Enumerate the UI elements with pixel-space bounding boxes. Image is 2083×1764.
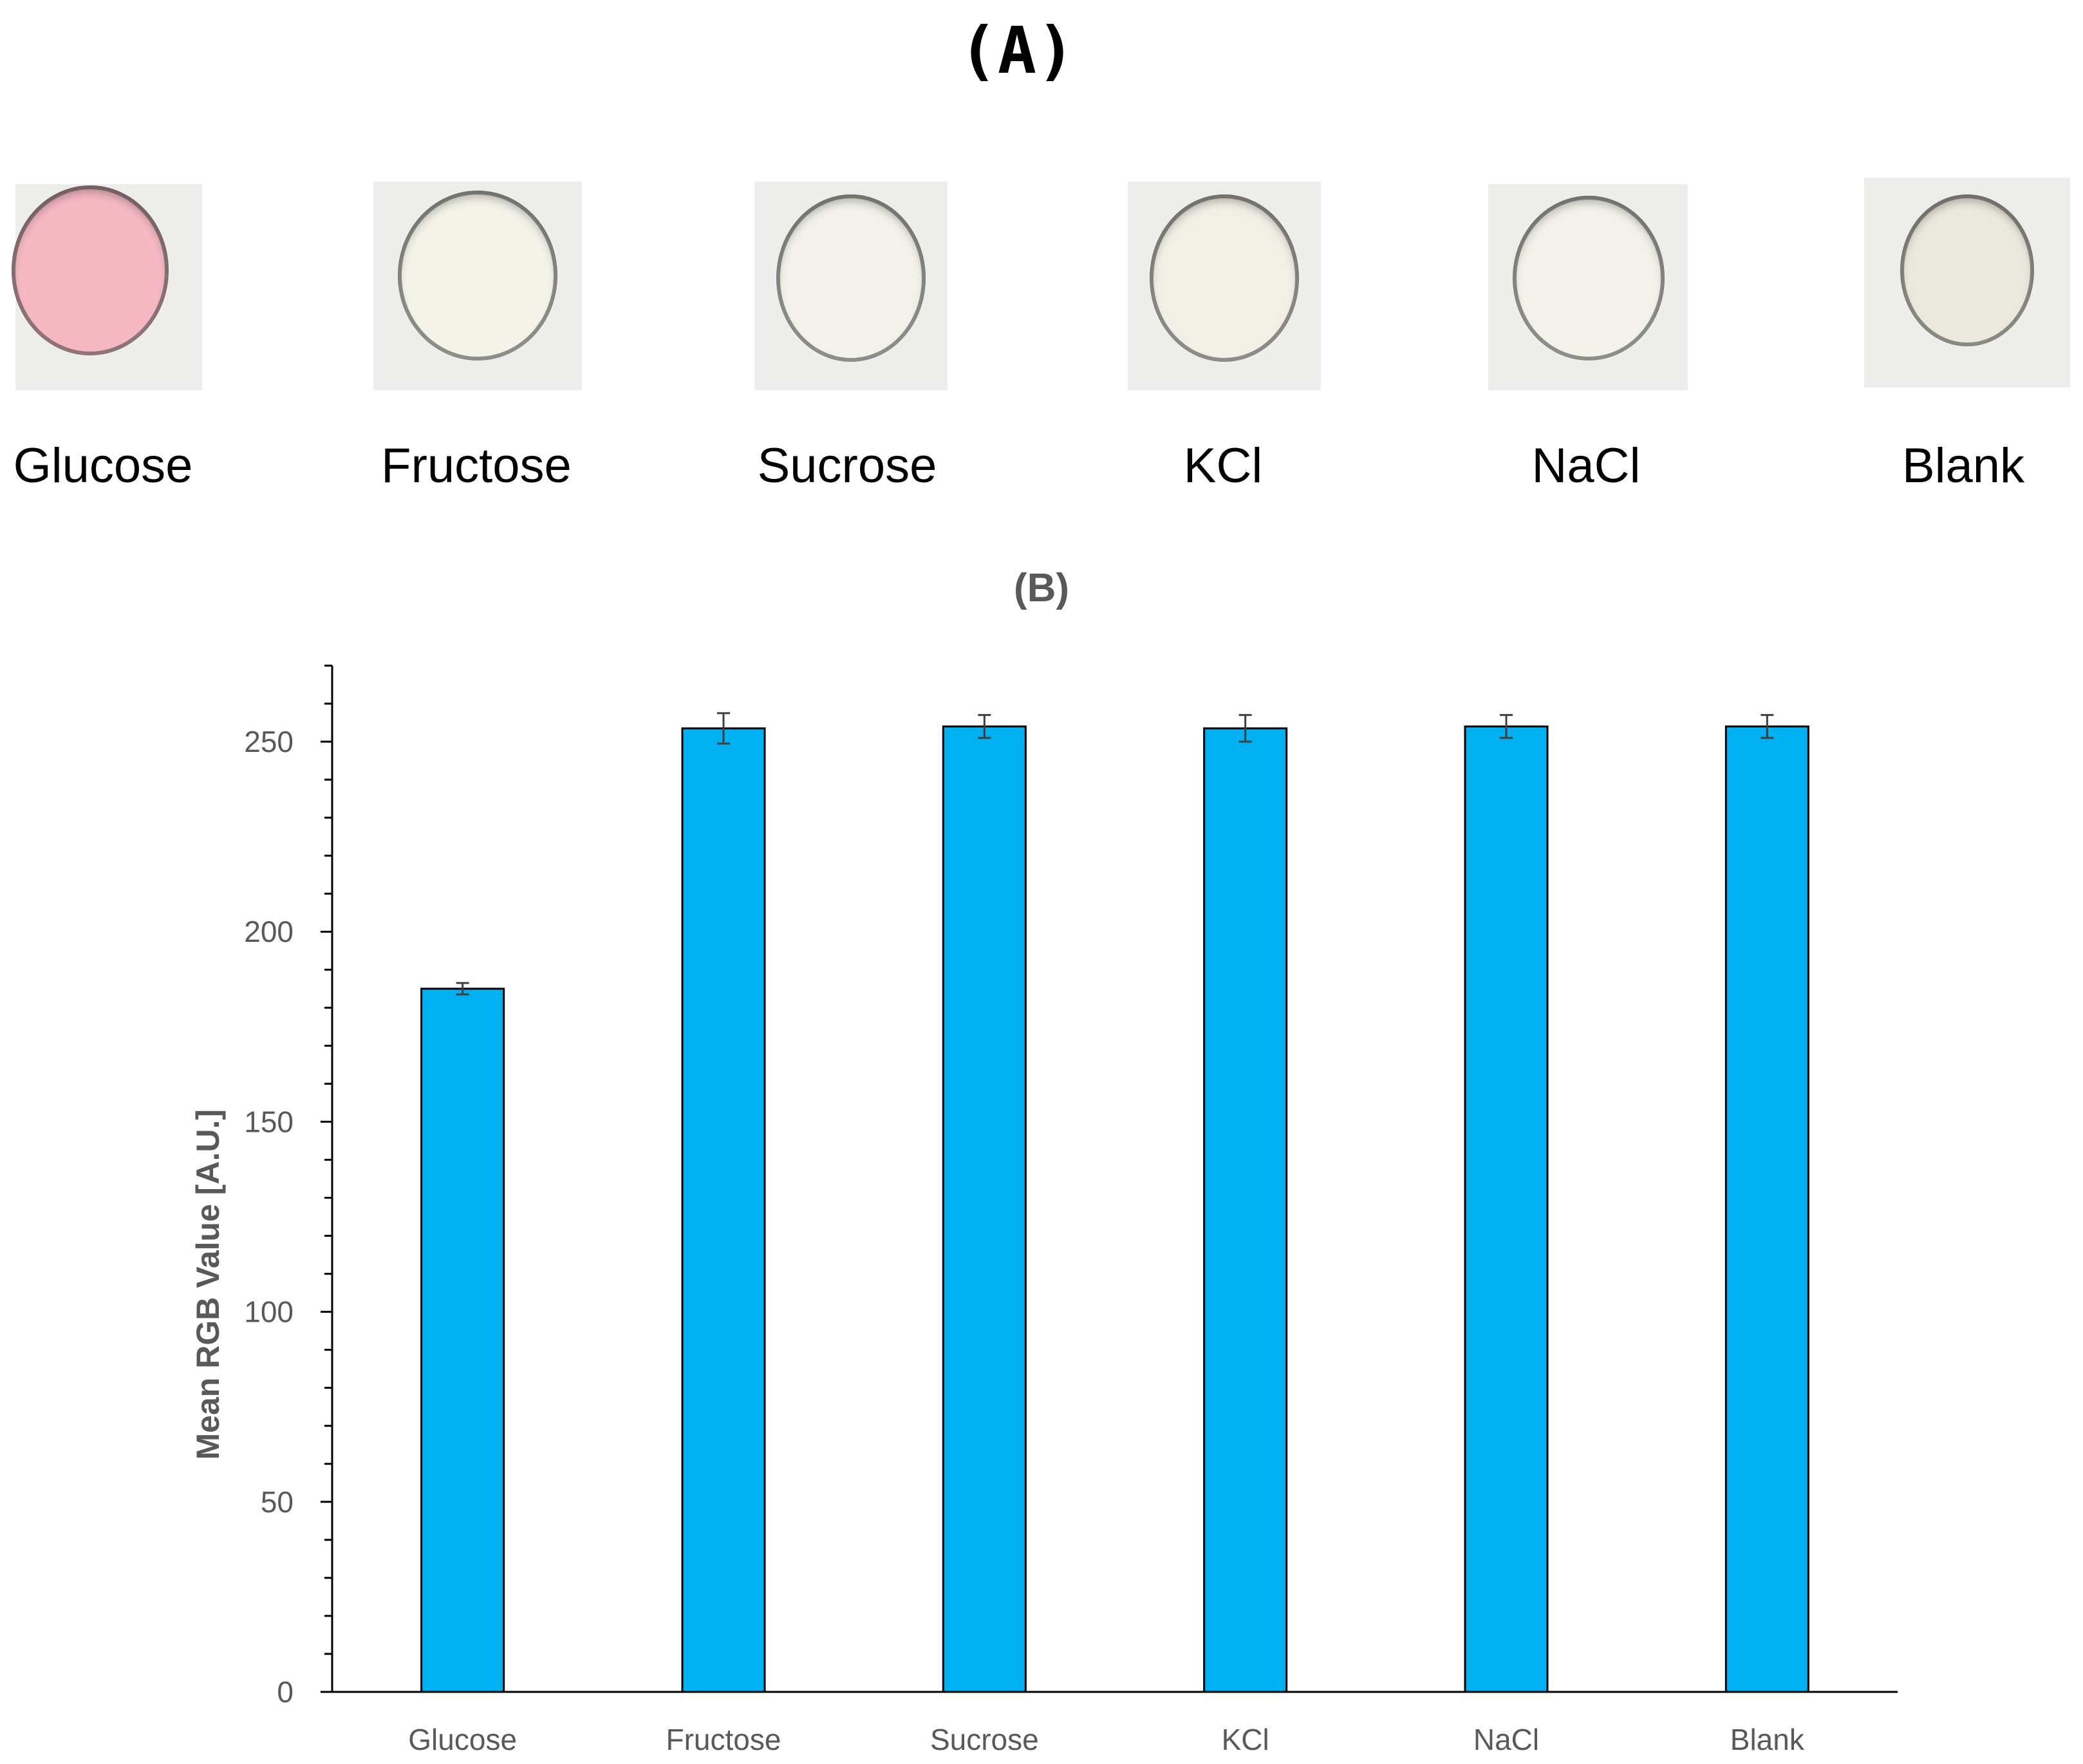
y-tick-label: 150 — [244, 1105, 294, 1138]
x-tick-label: Sucrose — [930, 1723, 1039, 1756]
swatch-label: Sucrose — [757, 438, 937, 493]
swatch-well — [1150, 194, 1299, 362]
bar-kcl — [1203, 727, 1288, 1693]
y-tick-label: 50 — [261, 1485, 294, 1519]
swatch-label: Fructose — [381, 438, 572, 493]
swatch-fructose — [373, 182, 582, 390]
y-axis-label: Mean RGB Value [A.U.] — [190, 1109, 226, 1460]
swatch-label: Glucose — [13, 438, 193, 493]
bar-nacl — [1464, 725, 1549, 1693]
swatch-nacl — [1488, 184, 1688, 390]
x-tick-label: Glucose — [408, 1723, 517, 1756]
swatch-well — [1513, 196, 1665, 361]
y-tick-label: 100 — [244, 1295, 294, 1329]
swatch-blank — [1864, 178, 2070, 388]
panel-b-title: (B) — [1013, 566, 1070, 610]
x-tick-label: Blank — [1730, 1723, 1805, 1756]
bar-glucose — [420, 988, 505, 1693]
swatch-well — [12, 185, 169, 355]
bar-fructose — [681, 727, 766, 1693]
bar-blank — [1724, 725, 1809, 1693]
swatch-sucrose — [754, 182, 948, 390]
y-tick-label: 200 — [244, 915, 294, 948]
swatch-kcl — [1128, 182, 1321, 390]
swatch-label: NaCl — [1531, 438, 1641, 493]
y-tick-label: 250 — [244, 725, 294, 758]
swatch-well — [776, 194, 926, 362]
swatch-label: KCl — [1183, 438, 1263, 493]
swatch-well — [398, 191, 557, 361]
x-tick-label: KCl — [1222, 1723, 1269, 1756]
swatch-label: Blank — [1901, 438, 2025, 493]
swatch-well — [1900, 194, 2034, 346]
panel-a-title: (A) — [958, 13, 1076, 88]
x-tick-label: NaCl — [1473, 1723, 1539, 1756]
bar-sucrose — [942, 725, 1027, 1693]
x-tick-label: Fructose — [666, 1723, 781, 1756]
swatch-glucose — [12, 184, 202, 390]
y-tick-label: 0 — [277, 1675, 294, 1709]
